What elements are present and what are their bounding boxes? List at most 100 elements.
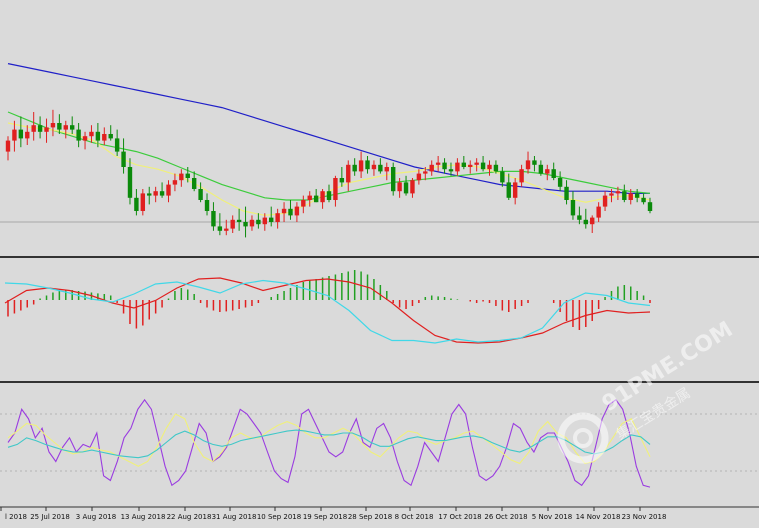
candle-body <box>641 197 646 203</box>
candle <box>191 171 197 192</box>
candle <box>461 156 467 170</box>
candle <box>506 173 511 200</box>
watermark-logo-inner-icon <box>573 428 593 448</box>
candle <box>628 189 633 205</box>
candle-body <box>134 197 139 211</box>
candle-body <box>557 178 563 187</box>
candle <box>557 171 563 192</box>
candle <box>564 180 569 205</box>
candle-body <box>622 191 627 200</box>
candle-body <box>102 134 107 141</box>
candle <box>474 158 479 172</box>
candle <box>590 215 595 233</box>
candle-body <box>256 219 261 225</box>
candle <box>333 175 338 207</box>
candle <box>577 206 582 225</box>
candle <box>371 160 377 176</box>
candle <box>551 162 556 181</box>
candle-body <box>429 164 434 172</box>
candle <box>153 186 158 203</box>
candle <box>63 120 68 139</box>
candle-body <box>301 200 306 207</box>
candle <box>127 158 133 205</box>
candle <box>269 206 274 227</box>
candle-body <box>602 195 608 207</box>
candle <box>37 116 43 139</box>
candle-body <box>403 182 409 194</box>
candle <box>44 118 49 143</box>
price-panel[interactable] <box>0 63 759 238</box>
candle <box>114 129 120 156</box>
candle-body <box>307 195 312 200</box>
candle-body <box>545 169 550 174</box>
candle <box>429 160 434 176</box>
candle <box>545 164 550 181</box>
candle <box>301 195 306 214</box>
candle-body <box>204 200 210 211</box>
candle-body <box>583 219 588 225</box>
candle-body <box>326 191 332 200</box>
candle <box>397 178 402 198</box>
macd-line-2 <box>4 279 651 344</box>
candle-body <box>172 180 178 185</box>
x-axis-label: 26 Oct 2018 <box>484 513 527 521</box>
candle <box>31 112 36 141</box>
candle-body <box>211 211 216 227</box>
candle-body <box>224 228 229 231</box>
candle <box>102 127 107 145</box>
candle <box>313 189 319 203</box>
candle <box>519 164 524 187</box>
candle-body <box>410 180 415 194</box>
x-axis-label: 5 Nov 2018 <box>532 513 572 521</box>
candle-body <box>294 206 300 216</box>
candle-body <box>179 173 184 181</box>
candle <box>410 178 415 198</box>
candle-body <box>423 171 428 174</box>
candle <box>172 173 178 192</box>
candle-body <box>391 167 396 192</box>
candle <box>622 184 627 203</box>
candle-body <box>25 131 30 139</box>
candle <box>89 125 94 143</box>
candle <box>512 178 518 205</box>
candle <box>423 167 428 181</box>
candle-body <box>525 160 531 170</box>
candle-body <box>191 178 197 189</box>
candle-body <box>249 219 255 227</box>
candle <box>487 160 492 176</box>
x-axis-label: 8 Oct 2018 <box>395 513 434 521</box>
watermark-logo-icon <box>557 412 609 464</box>
candle-body <box>333 178 338 200</box>
stochastic-panel[interactable] <box>0 398 759 488</box>
candle-body <box>275 213 280 222</box>
x-axis-label: 13 Aug 2018 <box>121 513 166 521</box>
candle <box>262 213 267 231</box>
candle-body <box>358 160 364 172</box>
candle-body <box>346 164 351 183</box>
candle-body <box>371 164 377 170</box>
candle <box>5 136 11 161</box>
candle <box>615 186 621 200</box>
x-axis-label: 3 Aug 2018 <box>76 513 116 521</box>
x-axis-label: 23 Nov 2018 <box>622 513 667 521</box>
candle-body <box>50 123 56 128</box>
candle <box>391 162 396 196</box>
candle-body <box>288 208 293 216</box>
macd-panel[interactable] <box>4 270 651 344</box>
candle <box>294 202 300 222</box>
candle-body <box>378 164 383 172</box>
candle-body <box>435 162 441 165</box>
candle-body <box>140 193 146 211</box>
candle-body <box>5 140 11 152</box>
x-axis-label: 25 Jul 2018 <box>30 513 70 521</box>
candle <box>134 189 139 216</box>
stochastic-line-1 <box>7 398 651 488</box>
candle-body <box>121 151 126 167</box>
candle <box>416 169 422 185</box>
candle <box>583 208 588 229</box>
candle <box>95 123 101 148</box>
candle <box>307 191 312 207</box>
candle <box>378 158 383 174</box>
candle-body <box>442 162 447 170</box>
